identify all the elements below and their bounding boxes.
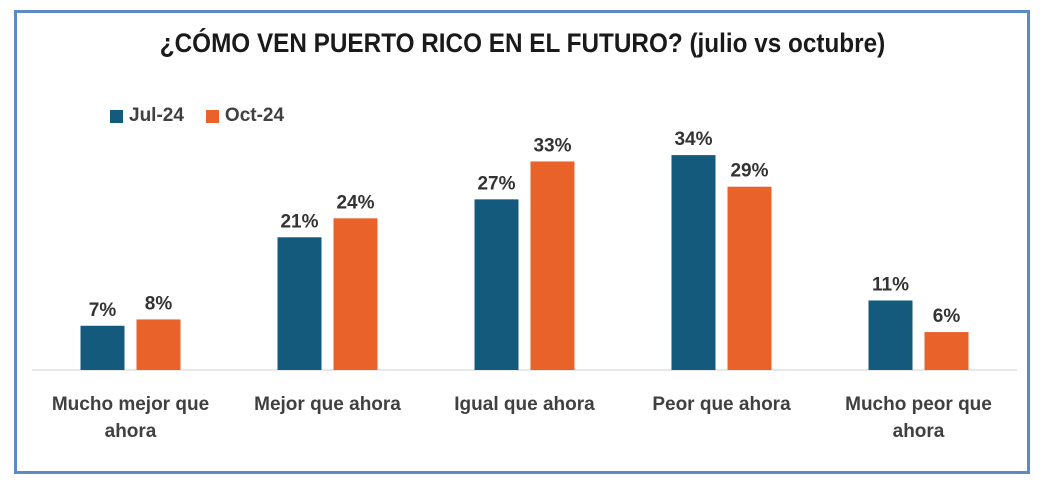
legend-label: Jul-24 bbox=[129, 105, 184, 126]
legend-label: Oct-24 bbox=[224, 105, 285, 126]
data-label: 29% bbox=[730, 161, 768, 182]
bar-oct-24 bbox=[333, 218, 378, 370]
bar-oct-24 bbox=[530, 161, 575, 370]
category-label: ahora bbox=[893, 421, 945, 442]
legend-swatch bbox=[205, 109, 219, 123]
bar-jul-24 bbox=[80, 325, 125, 370]
chart-frame bbox=[14, 10, 1030, 474]
bar-oct-24 bbox=[924, 332, 969, 370]
bar-jul-24 bbox=[474, 199, 519, 370]
data-label: 34% bbox=[674, 129, 712, 150]
legend-item-jul: Jul-24 bbox=[110, 105, 184, 127]
bar-oct-24 bbox=[136, 319, 181, 370]
legend: Jul-24 Oct-24 bbox=[110, 105, 284, 127]
bar-jul-24 bbox=[671, 155, 716, 370]
category-label: Mucho peor que bbox=[845, 394, 992, 415]
chart-title: ¿CÓMO VEN PUERTO RICO EN EL FUTURO? (jul… bbox=[159, 28, 886, 58]
data-label: 11% bbox=[872, 274, 909, 295]
legend-swatch bbox=[110, 109, 123, 123]
category-label: ahora bbox=[105, 421, 157, 442]
data-label: 33% bbox=[533, 135, 571, 156]
data-label: 6% bbox=[933, 306, 961, 327]
bar-oct-24 bbox=[727, 186, 772, 370]
data-label: 8% bbox=[145, 293, 173, 314]
data-label: 7% bbox=[89, 300, 117, 321]
data-label: 21% bbox=[280, 211, 318, 232]
data-label: 24% bbox=[336, 192, 374, 213]
category-label: Peor que ahora bbox=[652, 394, 791, 415]
legend-item-oct: Oct-24 bbox=[205, 105, 285, 127]
bar-jul-24 bbox=[277, 237, 322, 370]
data-label: 27% bbox=[477, 173, 515, 194]
category-label: Igual que ahora bbox=[454, 394, 595, 415]
category-label: Mejor que ahora bbox=[254, 394, 401, 415]
bar-jul-24 bbox=[868, 300, 913, 370]
category-label: Mucho mejor que bbox=[52, 394, 209, 415]
